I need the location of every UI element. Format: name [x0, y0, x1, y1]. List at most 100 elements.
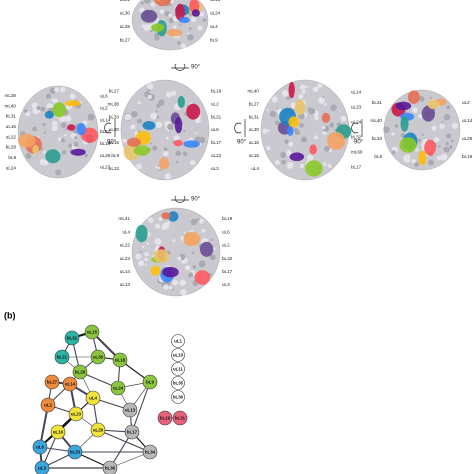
protein-label: uL16 — [6, 124, 17, 129]
protein-label: uL29 — [120, 24, 131, 29]
protein-label: bL9 — [374, 154, 382, 159]
surface-grain — [288, 141, 294, 147]
node-label: bL27 — [47, 380, 58, 385]
protein-label: uL14 — [351, 90, 362, 95]
protein-patch — [156, 0, 162, 1]
surface-grain — [74, 136, 78, 140]
rotation-arrow — [174, 63, 186, 71]
rotation-arrow — [174, 195, 186, 203]
protein-patch — [44, 110, 54, 119]
surface-grain — [136, 163, 142, 170]
protein-label: mL40 — [5, 103, 17, 108]
surface-grain — [453, 123, 457, 127]
protein-patch — [177, 95, 185, 108]
surface-grain — [180, 289, 187, 296]
surface-grain — [158, 216, 163, 222]
surface-grain — [137, 101, 141, 105]
surface-grain — [322, 162, 327, 166]
surface-grain — [192, 265, 197, 269]
surface-grain — [87, 113, 95, 121]
protein-label: uL14 — [462, 118, 473, 123]
surface-grain — [157, 166, 161, 170]
protein-patch — [294, 99, 306, 116]
surface-grain — [414, 148, 419, 152]
network-node — [172, 410, 188, 426]
protein-patch — [179, 16, 190, 24]
surface-grain — [439, 123, 445, 130]
protein-label: bL9 — [8, 155, 16, 160]
surface-grain — [301, 90, 306, 94]
surface-grain — [55, 169, 62, 176]
protein-label: uL4 — [210, 24, 218, 29]
surface-grain — [197, 25, 203, 31]
node-label: bL33 — [70, 450, 81, 455]
protein-label: bL19 — [462, 154, 473, 159]
surface-grain — [52, 98, 58, 104]
network-node — [84, 324, 100, 340]
protein-label: bL31 — [6, 114, 17, 119]
surface-grain — [170, 0, 174, 4]
surface-grain — [324, 145, 330, 152]
surface-grain — [51, 125, 58, 132]
surface-grain — [155, 121, 163, 128]
protein-patch — [45, 149, 61, 164]
surface-grain — [193, 218, 198, 223]
protein-label: mL41 — [119, 216, 131, 221]
surface-grain — [64, 133, 67, 137]
protein-label: uL16 — [249, 140, 260, 145]
surface-grain — [412, 107, 418, 113]
surface-grain — [154, 223, 161, 229]
surface-grain — [162, 150, 169, 157]
protein-label: uL30 — [120, 10, 131, 15]
protein-patch — [18, 133, 36, 148]
surface-grain — [318, 97, 325, 104]
surface-grain — [141, 245, 145, 249]
protein-label: uL13 — [109, 166, 120, 171]
surface-grain — [267, 129, 270, 132]
node-label: uL24 — [113, 386, 124, 391]
surface-grain — [330, 104, 337, 112]
protein-patch — [151, 23, 165, 32]
node-label: uL4 — [89, 396, 97, 401]
protein-patch — [173, 139, 183, 147]
surface-grain — [144, 264, 147, 267]
protein-label: bL19 — [100, 141, 111, 146]
surface-grain — [32, 126, 37, 132]
protein-label: mL38 — [5, 93, 17, 98]
protein-patch — [67, 124, 76, 131]
legend-label: uL11 — [173, 367, 184, 372]
surface-grain — [383, 126, 390, 133]
protein-patch — [183, 140, 200, 148]
protein-label: uL15 — [109, 140, 120, 145]
legend-node — [171, 376, 185, 390]
surface-grain — [147, 217, 154, 224]
protein-label: uL23 — [351, 105, 362, 110]
surface-grain — [32, 108, 39, 115]
protein-label: bL27 — [109, 89, 120, 94]
protein-patch — [70, 148, 86, 156]
node-label: uL16 — [53, 430, 64, 435]
node-label: uL29 — [93, 428, 104, 433]
protein-label: bL17 — [351, 165, 362, 170]
surface-grain — [431, 125, 437, 131]
surface-grain — [159, 9, 165, 14]
surface-grain — [300, 136, 307, 143]
protein-label: bL9 — [111, 153, 119, 158]
surface-grain — [436, 155, 442, 161]
protein-patch — [305, 160, 323, 177]
protein-label: uL30 — [249, 127, 260, 132]
protein-label: uL23 — [120, 256, 131, 261]
protein-patch — [288, 81, 295, 99]
protein-label: mL40 — [371, 118, 383, 123]
protein-label: mL40 — [248, 89, 260, 94]
protein-patch — [140, 9, 158, 23]
surface-grain — [172, 279, 179, 286]
surface-grain — [183, 232, 186, 235]
surface-grain — [286, 96, 290, 101]
network-node — [142, 444, 158, 460]
protein-patch — [407, 90, 420, 104]
protein-patch — [327, 131, 346, 150]
surface-grain — [317, 83, 323, 89]
surface-grain — [130, 124, 136, 130]
surface-grain — [42, 150, 46, 154]
